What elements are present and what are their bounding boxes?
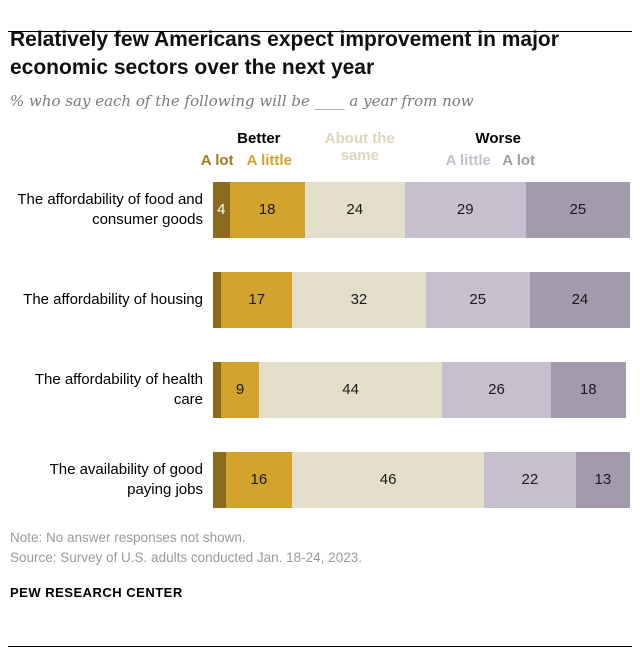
stacked-bar: 9 44 26 18	[213, 361, 630, 418]
bar-segment-about-the-same: 46	[292, 451, 485, 508]
page-title: Relatively few Americans expect improvem…	[10, 28, 559, 79]
category-label: The availability of good paying jobs	[49, 461, 203, 498]
bar-segment-a-little-worse: 29	[404, 181, 526, 238]
stacked-bar: 17 32 25 24	[213, 271, 630, 328]
value-label: 18	[258, 201, 276, 219]
value-label: 25	[469, 291, 487, 309]
page-subtitle: % who say each of the following will be …	[10, 91, 474, 110]
bottom-rule	[8, 646, 632, 647]
value-label: 46	[379, 471, 397, 489]
stacked-bar-chart: The affordability of food and consumer g…	[10, 181, 630, 508]
note-block: Note: No answer responses not shown. Sou…	[10, 528, 630, 569]
bar-segment-a-lot-worse: 18	[550, 361, 626, 418]
bar-segment-a-little-worse: 22	[484, 451, 576, 508]
chart-legend: Better A lot A little About the same Wor…	[201, 129, 630, 176]
value-label: 44	[342, 381, 359, 399]
bar-segment-about-the-same: 44	[258, 361, 443, 418]
stacked-bar: 16 46 22 13	[213, 451, 630, 508]
chart-source: Source: Survey of U.S. adults conducted …	[10, 550, 362, 566]
value-label: 24	[571, 291, 589, 309]
value-label: 26	[488, 381, 505, 399]
value-label: 4	[217, 201, 226, 219]
bar-segment-a-little-better: 9	[221, 361, 259, 418]
legend-a-lot-worse: A lot	[502, 151, 536, 169]
value-label: 22	[521, 471, 539, 489]
bar-segment-a-lot-worse: 25	[525, 181, 630, 238]
bar-segment-a-little-better: 17	[221, 271, 293, 328]
value-label: 9	[235, 381, 245, 399]
value-label: 29	[456, 201, 474, 219]
chart-row: The affordability of health care 9 44 26 18	[10, 361, 630, 418]
legend-worse: Worse	[475, 129, 522, 147]
bar-segment-a-lot-better	[213, 361, 222, 418]
value-label: 16	[250, 471, 268, 489]
chart-row: The affordability of food and consumer g…	[10, 181, 630, 238]
legend-a-little-better: A little	[246, 151, 292, 169]
legend-a-little-worse: A little	[445, 151, 491, 169]
value-label: 25	[569, 201, 587, 219]
value-label: 24	[346, 201, 364, 219]
page-content: Relatively few Americans expect improvem…	[0, 26, 640, 600]
pew-research-center-wordmark: PEW RESEARCH CENTER	[10, 585, 183, 601]
value-label: 13	[594, 471, 612, 489]
bar-segment-a-lot-better: 4	[213, 181, 230, 238]
bar-segment-a-lot-better	[213, 451, 226, 508]
bar-segment-a-little-worse: 26	[442, 361, 551, 418]
legend-about-the-same: About the same	[324, 129, 395, 165]
category-label: The affordability of health care	[34, 371, 203, 408]
category-label: The affordability of food and consumer g…	[17, 191, 203, 228]
chart-row: The affordability of housing 17 32 25 24	[10, 271, 630, 328]
bar-segment-a-lot-better	[213, 271, 222, 328]
chart-row: The availability of good paying jobs 16 46…	[10, 451, 630, 508]
value-label: 17	[248, 291, 266, 309]
bar-segment-a-lot-worse: 13	[575, 451, 630, 508]
bar-segment-about-the-same: 24	[304, 181, 405, 238]
bar-segment-a-lot-worse: 24	[529, 271, 630, 328]
bar-segment-a-little-better: 16	[225, 451, 293, 508]
bar-segment-a-little-worse: 25	[425, 271, 530, 328]
legend-better: Better	[237, 129, 281, 147]
value-label: 32	[350, 291, 368, 309]
top-rule	[8, 31, 632, 32]
legend-a-lot-better: A lot	[200, 151, 234, 169]
chart-note: Note: No answer responses not shown.	[10, 529, 246, 545]
stacked-bar: 4 18 24 29 25	[213, 181, 630, 238]
bar-segment-a-little-better: 18	[229, 181, 305, 238]
category-label: The affordability of housing	[23, 291, 203, 309]
value-label: 18	[579, 381, 597, 399]
bar-segment-about-the-same: 32	[292, 271, 426, 328]
